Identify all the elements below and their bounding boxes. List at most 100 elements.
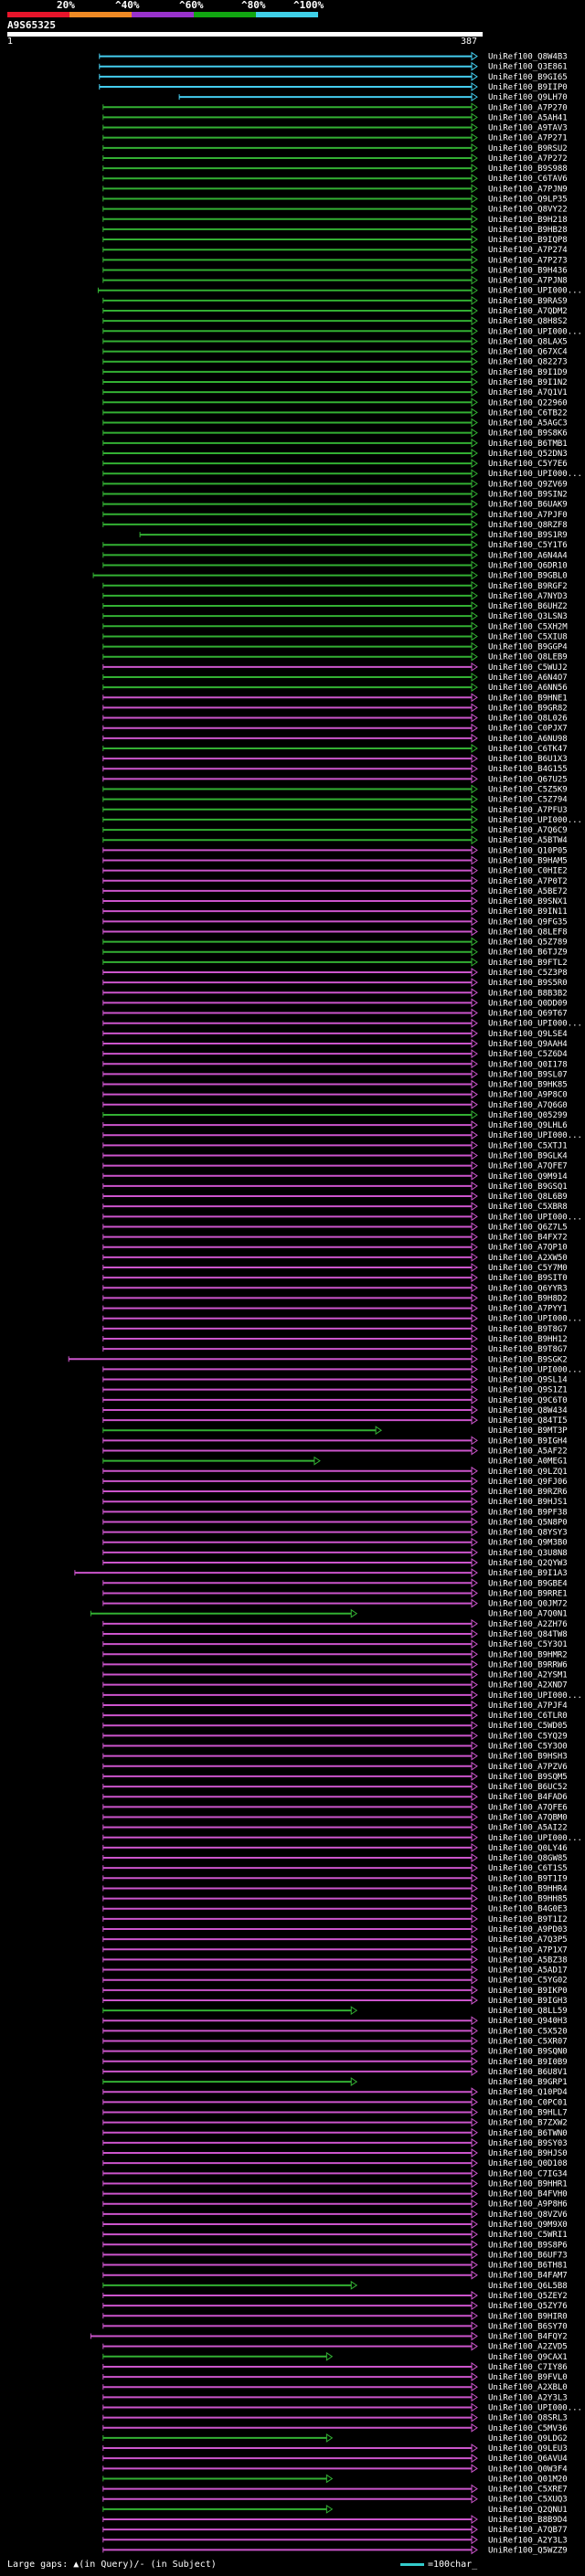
hit-label[interactable]: UniRef100_A9TAV3	[488, 124, 568, 133]
hit-label[interactable]: UniRef100_Q5ZEY2	[488, 2292, 568, 2301]
hit-row[interactable]: UniRef100_B9HSH3	[102, 1751, 568, 1762]
hit-row[interactable]: UniRef100_Q9LDG2	[102, 2433, 568, 2443]
hit-label[interactable]: UniRef100_B9RAS9	[488, 297, 568, 306]
hit-label[interactable]: UniRef100_Q3E861	[488, 63, 568, 72]
hit-row[interactable]: UniRef100_A5BZ38	[102, 1955, 568, 1965]
hit-row[interactable]: UniRef100_Q22960	[102, 398, 568, 408]
hit-row[interactable]: UniRef100_A7QB77	[102, 2525, 568, 2535]
hit-row[interactable]: UniRef100_Q9M914	[102, 1171, 568, 1182]
hit-label[interactable]: UniRef100_B9IIP0	[488, 83, 568, 92]
hit-row[interactable]: UniRef100_B9H218	[102, 214, 568, 225]
hit-row[interactable]: UniRef100_A7Q3P5	[102, 1935, 568, 1945]
hit-label[interactable]: UniRef100_A7QDM2	[488, 307, 568, 316]
hit-row[interactable]: UniRef100_Q82273	[102, 356, 568, 367]
hit-row[interactable]: UniRef100_B9I0B9	[102, 2056, 568, 2067]
hit-label[interactable]: UniRef100_Q3U8N8	[488, 1549, 568, 1558]
hit-label[interactable]: UniRef100_B9S988	[488, 164, 568, 174]
hit-row[interactable]: UniRef100_A7NYD3	[102, 590, 568, 601]
hit-row[interactable]: UniRef100_Q6YYR3	[102, 1283, 568, 1293]
hit-label[interactable]: UniRef100_B9IQP8	[488, 236, 568, 245]
hit-label[interactable]: UniRef100_B9RRE1	[488, 1589, 568, 1598]
hit-row[interactable]: UniRef100_Q940H3	[102, 2016, 568, 2026]
hit-label[interactable]: UniRef100_B6UF73	[488, 2251, 568, 2260]
hit-label[interactable]: UniRef100_UPI000...	[488, 1315, 582, 1324]
hit-row[interactable]: UniRef100_C7IG34	[102, 2168, 568, 2178]
hit-row[interactable]: UniRef100_B6SY70	[102, 2321, 568, 2331]
hit-row[interactable]: UniRef100_Q3U8N8	[102, 1547, 568, 1558]
hit-row[interactable]: UniRef100_Q9LHL6	[102, 1120, 568, 1130]
hit-row[interactable]: UniRef100_C5WUJ2	[102, 662, 568, 673]
hit-label[interactable]: UniRef100_Q8GW85	[488, 1854, 568, 1863]
hit-row[interactable]: UniRef100_C5X520	[102, 2026, 568, 2036]
hit-label[interactable]: UniRef100_Q8H8S2	[488, 317, 568, 326]
hit-label[interactable]: UniRef100_A7PFU3	[488, 806, 568, 815]
hit-label[interactable]: UniRef100_Q8RZF8	[488, 521, 568, 530]
hit-row[interactable]: UniRef100_Q5N8P0	[102, 1517, 568, 1527]
hit-row[interactable]: UniRef100_B9GRP1	[102, 2077, 568, 2087]
hit-row[interactable]: UniRef100_B9IIP0	[99, 82, 568, 92]
hit-row[interactable]: UniRef100_Q10PD4	[102, 2087, 568, 2097]
hit-row[interactable]: UniRef100_C5XR07	[102, 2036, 568, 2047]
hit-label[interactable]: UniRef100_B6UAK9	[488, 501, 568, 510]
hit-label[interactable]: UniRef100_Q0LY46	[488, 1844, 568, 1853]
hit-row[interactable]: UniRef100_UPI000...	[102, 469, 582, 479]
hit-label[interactable]: UniRef100_UPI000...	[488, 327, 582, 336]
hit-row[interactable]: UniRef100_A2XW50	[102, 1252, 568, 1263]
hit-label[interactable]: UniRef100_B9HIR0	[488, 2312, 568, 2321]
hit-row[interactable]: UniRef100_B9HJS0	[102, 2148, 568, 2158]
hit-row[interactable]: UniRef100_A7QBM0	[102, 1812, 568, 1822]
hit-row[interactable]: UniRef100_B8B9D4	[102, 2515, 568, 2525]
hit-label[interactable]: UniRef100_C5Z3P8	[488, 969, 568, 978]
hit-label[interactable]: UniRef100_B9S5R0	[488, 979, 568, 988]
hit-row[interactable]: UniRef100_B9RAS9	[102, 295, 568, 306]
hit-label[interactable]: UniRef100_Q67XC4	[488, 348, 568, 357]
hit-row[interactable]: UniRef100_B9S8P6	[102, 2240, 568, 2250]
hit-row[interactable]: UniRef100_A7Q1V1	[102, 387, 568, 398]
hit-row[interactable]: UniRef100_B9I1A3	[74, 1568, 568, 1578]
hit-row[interactable]: UniRef100_Q8L6B9	[102, 1192, 568, 1202]
hit-label[interactable]: UniRef100_Q6L5B8	[488, 2282, 568, 2291]
hit-label[interactable]: UniRef100_B9RZR6	[488, 1488, 568, 1497]
hit-row[interactable]: UniRef100_UPI000...	[97, 285, 582, 296]
hit-label[interactable]: UniRef100_C5MV36	[488, 2424, 568, 2433]
hit-row[interactable]: UniRef100_C6TAV6	[102, 174, 568, 184]
hit-label[interactable]: UniRef100_B9SQN0	[488, 2048, 568, 2057]
hit-row[interactable]: UniRef100_Q10P05	[102, 845, 568, 855]
hit-label[interactable]: UniRef100_B4G0E3	[488, 1905, 568, 1914]
hit-row[interactable]: UniRef100_C5Y1T6	[102, 540, 568, 550]
hit-row[interactable]: UniRef100_B6TMB1	[102, 438, 568, 449]
hit-label[interactable]: UniRef100_B9H218	[488, 216, 568, 225]
hit-label[interactable]: UniRef100_B9FVL0	[488, 2373, 568, 2382]
hit-label[interactable]: UniRef100_B9S8K6	[488, 429, 568, 439]
hit-label[interactable]: UniRef100_A2Y3L3	[488, 2536, 568, 2545]
hit-row[interactable]: UniRef100_B9FVL0	[102, 2372, 568, 2382]
hit-row[interactable]: UniRef100_B9GGP4	[102, 641, 568, 652]
hit-row[interactable]: UniRef100_Q2QYW3	[102, 1558, 568, 1568]
hit-label[interactable]: UniRef100_A9PD03	[488, 1925, 568, 1935]
hit-row[interactable]: UniRef100_B9IQP8	[102, 235, 568, 245]
hit-row[interactable]: UniRef100_Q0W3F4	[102, 2464, 568, 2474]
hit-row[interactable]: UniRef100_B9H436	[102, 265, 568, 275]
hit-row[interactable]: UniRef100_C5Z794	[102, 794, 568, 805]
hit-label[interactable]: UniRef100_A7PJF4	[488, 1701, 568, 1711]
hit-label[interactable]: UniRef100_B9GLK4	[488, 1151, 568, 1161]
hit-label[interactable]: UniRef100_UPI000...	[488, 1020, 582, 1029]
hit-label[interactable]: UniRef100_B9HJS0	[488, 2149, 568, 2158]
hit-label[interactable]: UniRef100_A6NN56	[488, 684, 568, 693]
hit-row[interactable]: UniRef100_UPI000...	[102, 1313, 582, 1324]
hit-row[interactable]: UniRef100_B9SQM5	[102, 1771, 568, 1782]
hit-label[interactable]: UniRef100_B6TWN0	[488, 2129, 568, 2138]
hit-label[interactable]: UniRef100_Q8YSY3	[488, 1529, 568, 1538]
hit-row[interactable]: UniRef100_B9S8K6	[102, 428, 568, 439]
hit-row[interactable]: UniRef100_C5XTJ1	[102, 1140, 568, 1150]
hit-label[interactable]: UniRef100_B9IN11	[488, 907, 568, 917]
hit-row[interactable]: UniRef100_Q8LEF8	[102, 927, 568, 937]
hit-label[interactable]: UniRef100_B4FAM7	[488, 2272, 568, 2281]
hit-row[interactable]: UniRef100_Q69T67	[102, 1008, 568, 1019]
hit-row[interactable]: UniRef100_A0MEG1	[102, 1456, 568, 1467]
hit-label[interactable]: UniRef100_B6TMB1	[488, 440, 568, 449]
hit-row[interactable]: UniRef100_B9SQN0	[102, 2046, 568, 2057]
hit-label[interactable]: UniRef100_B6U1X3	[488, 755, 568, 764]
hit-row[interactable]: UniRef100_Q6DR10	[102, 560, 568, 570]
hit-label[interactable]: UniRef100_UPI000...	[488, 2403, 582, 2412]
